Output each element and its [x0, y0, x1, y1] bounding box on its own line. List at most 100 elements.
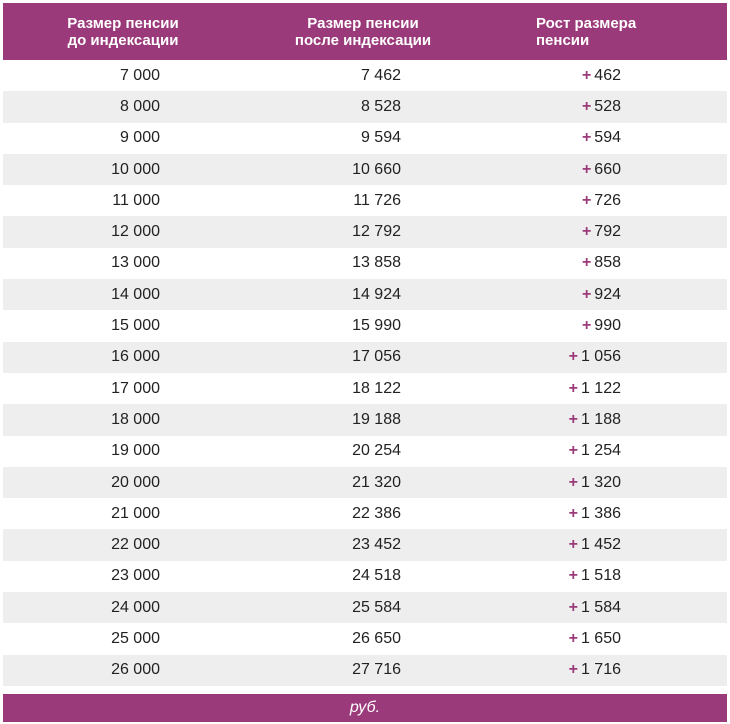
growth-value: 1 254: [580, 442, 621, 460]
pension-before-cell: 12 000: [111, 223, 160, 241]
plus-sign: +: [568, 410, 578, 428]
header-before-line1: Размер пенсии: [67, 14, 179, 32]
pension-before-cell: 24 000: [111, 598, 160, 616]
pension-growth-cell: +1 452: [401, 536, 621, 554]
table-row: 18 000 19 188 +1 188: [3, 404, 727, 436]
table-row: 22 000 23 452 +1 452: [3, 529, 727, 561]
plus-sign: +: [581, 160, 592, 178]
growth-value: 726: [594, 191, 621, 209]
pension-after-cell: 15 990: [352, 317, 401, 335]
plus-sign: +: [581, 285, 592, 303]
pension-before-cell: 7 000: [119, 66, 160, 84]
table-row: 14 000 14 924 +924: [3, 279, 727, 311]
pension-after-cell: 13 858: [352, 254, 401, 272]
pension-before-cell: 9 000: [119, 129, 160, 147]
pension-after-cell: 10 660: [352, 160, 401, 178]
pension-after-cell: 7 462: [360, 66, 401, 84]
header-before-indexation: Размер пенсии до индексации: [3, 15, 243, 49]
pension-after-cell: 9 594: [360, 129, 401, 147]
pension-after-cell: 19 188: [352, 410, 401, 428]
pension-after-cell: 27 716: [352, 661, 401, 679]
plus-sign: +: [568, 629, 578, 647]
pension-growth-cell: +1 122: [401, 380, 621, 398]
pension-after-cell: 24 518: [352, 567, 401, 585]
table-row: 17 000 18 122 +1 122: [3, 373, 727, 404]
table-header: Размер пенсии до индексации Размер пенси…: [3, 3, 727, 60]
pension-growth-cell: +858: [401, 254, 621, 272]
pension-before-cell: 21 000: [111, 504, 160, 522]
pension-after-cell: 23 452: [352, 536, 401, 554]
pension-before-cell: 10 000: [111, 160, 160, 178]
header-after-indexation: Размер пенсии после индексации: [243, 15, 483, 49]
pension-growth-cell: +528: [401, 98, 621, 116]
plus-sign: +: [568, 473, 578, 491]
growth-value: 660: [594, 160, 621, 178]
pension-before-cell: 8 000: [119, 97, 160, 115]
table-row: 19 000 20 254 +1 254: [3, 436, 727, 467]
pension-after-cell: 11 726: [353, 191, 401, 209]
pension-growth-cell: +1 518: [401, 567, 621, 585]
table-row: 9 000 9 594 +594: [3, 123, 727, 154]
pension-before-cell: 20 000: [111, 473, 160, 491]
pension-growth-cell: +1 188: [401, 411, 621, 429]
pension-after-cell: 14 924: [352, 285, 401, 303]
pension-after-cell: 17 056: [352, 348, 401, 366]
table-row: 23 000 24 518 +1 518: [3, 561, 727, 592]
growth-value: 1 650: [580, 629, 621, 647]
pension-growth-cell: +1 650: [401, 630, 621, 648]
pension-before-cell: 26 000: [111, 661, 160, 679]
table-row: 13 000 13 858 +858: [3, 248, 727, 279]
growth-value: 1 122: [580, 379, 621, 397]
pension-growth-cell: +1 716: [401, 661, 621, 679]
pension-after-cell: 22 386: [352, 504, 401, 522]
plus-sign: +: [568, 348, 578, 366]
growth-value: 924: [594, 285, 621, 303]
table-row: 7 000 7 462 +462: [3, 60, 727, 91]
plus-sign: +: [581, 254, 592, 272]
pension-before-cell: 19 000: [111, 442, 160, 460]
pension-before-cell: 16 000: [111, 348, 160, 366]
pension-growth-cell: +462: [401, 67, 621, 85]
pension-after-cell: 25 584: [352, 598, 401, 616]
header-before-line2: до индексации: [67, 31, 179, 49]
pension-after-cell: 21 320: [352, 473, 401, 491]
table-row: 21 000 22 386 +1 386: [3, 498, 727, 529]
pension-before-cell: 18 000: [111, 410, 160, 428]
table-row: 20 000 21 320 +1 320: [3, 466, 727, 499]
header-growth: Рост размера пенсии: [483, 15, 727, 49]
header-growth-line2: пенсии: [536, 31, 590, 49]
table-row: 12 000 12 792 +792: [3, 216, 727, 248]
pension-table: Размер пенсии до индексации Размер пенси…: [3, 3, 727, 686]
growth-value: 1 056: [580, 348, 621, 366]
plus-sign: +: [581, 223, 592, 241]
growth-value: 858: [594, 254, 621, 272]
pension-growth-cell: +594: [401, 129, 621, 147]
pension-growth-cell: +990: [401, 317, 621, 335]
pension-growth-cell: +1 320: [401, 474, 621, 492]
pension-growth-cell: +1 386: [401, 505, 621, 523]
header-after-line2: после индексации: [294, 31, 432, 49]
growth-value: 1 716: [580, 661, 621, 679]
pension-after-cell: 18 122: [352, 379, 401, 397]
pension-before-cell: 22 000: [111, 536, 160, 554]
header-growth-line1: Рост размера: [536, 14, 637, 32]
table-row: 8 000 8 528 +528: [3, 91, 727, 123]
table-row: 25 000 26 650 +1 650: [3, 623, 727, 654]
table-footer: руб.: [3, 694, 727, 722]
plus-sign: +: [568, 536, 578, 554]
plus-sign: +: [568, 379, 578, 397]
pension-before-cell: 11 000: [112, 191, 160, 209]
plus-sign: +: [568, 661, 578, 679]
header-after-line1: Размер пенсии: [307, 14, 419, 32]
pension-growth-cell: +792: [401, 223, 621, 241]
pension-before-cell: 23 000: [111, 567, 160, 585]
plus-sign: +: [568, 598, 578, 616]
pension-before-cell: 17 000: [111, 379, 160, 397]
pension-after-cell: 20 254: [352, 442, 401, 460]
plus-sign: +: [581, 317, 592, 335]
pension-growth-cell: +726: [401, 192, 621, 210]
table-body: 7 000 7 462 +462 8 000 8 528 +528 9 000 9 594 +5…: [3, 60, 727, 686]
table-row: 16 000 17 056 +1 056: [3, 341, 727, 373]
growth-value: 1 320: [580, 473, 621, 491]
plus-sign: +: [568, 442, 578, 460]
